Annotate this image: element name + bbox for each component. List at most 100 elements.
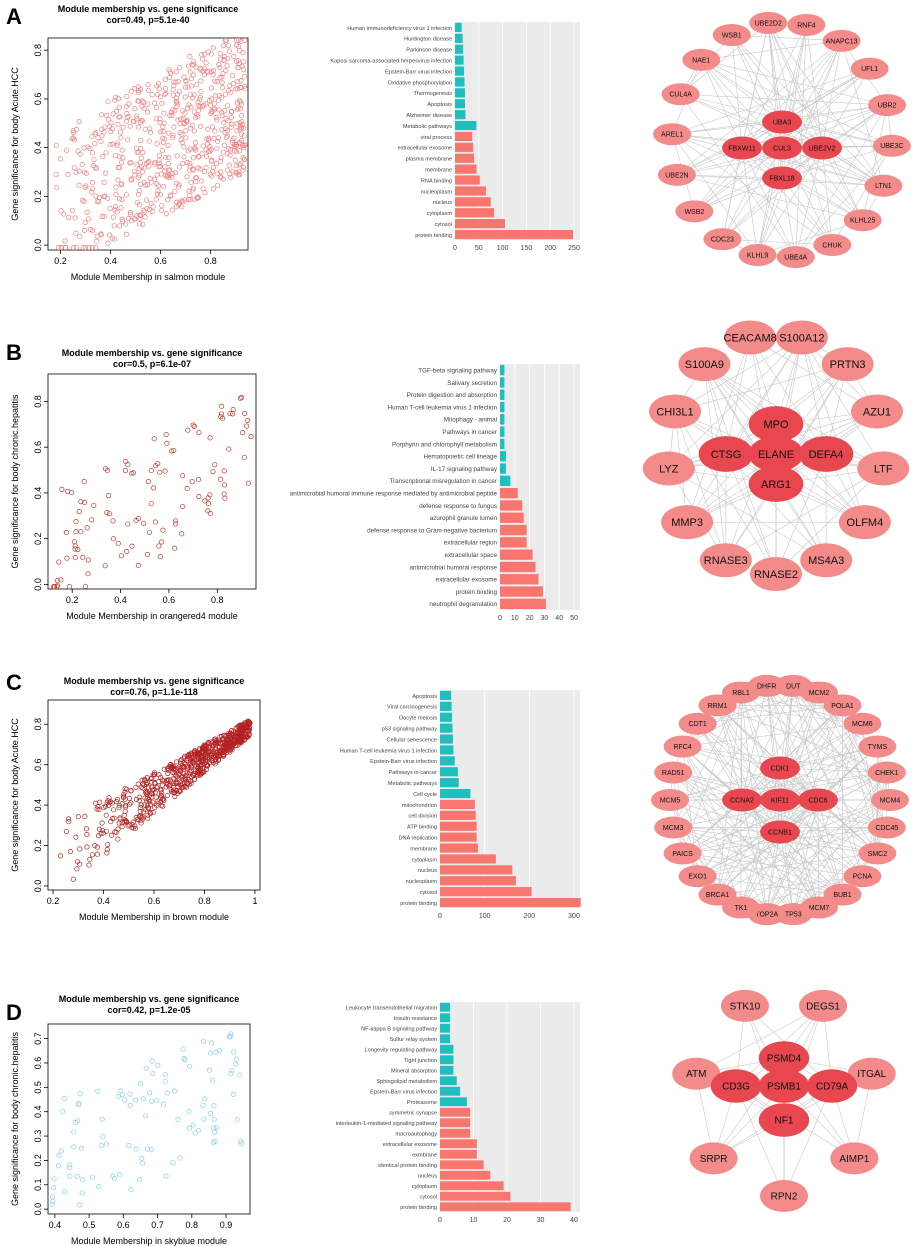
scatter-point bbox=[154, 83, 160, 89]
scatter-point bbox=[223, 68, 229, 74]
scatter-point bbox=[235, 58, 241, 64]
scatter-point bbox=[245, 718, 251, 724]
network-node bbox=[661, 83, 700, 106]
scatter-point bbox=[217, 753, 223, 759]
network-edge bbox=[740, 692, 819, 801]
scatter-point bbox=[75, 148, 81, 154]
scatter-point bbox=[130, 819, 136, 825]
scatter-point bbox=[191, 749, 197, 755]
scatter-point bbox=[233, 1061, 239, 1067]
scatter-point bbox=[233, 86, 239, 92]
scatter-point bbox=[185, 148, 191, 154]
scatter-point bbox=[61, 1096, 67, 1102]
network-node bbox=[774, 903, 813, 926]
scatter-point bbox=[209, 109, 215, 115]
node-label: RAD51 bbox=[662, 770, 685, 777]
scatter-point bbox=[135, 191, 142, 198]
scatter-point bbox=[98, 1142, 104, 1149]
y-tick-label: 0.8 bbox=[33, 44, 43, 57]
scatter-point bbox=[92, 164, 98, 170]
scatter-point bbox=[218, 175, 224, 181]
scatter-point bbox=[183, 764, 189, 770]
scatter-point bbox=[161, 183, 167, 190]
y-tick-label: 0.4 bbox=[33, 487, 43, 500]
y-axis-label: Gene significance for body chronic.hepat… bbox=[10, 1031, 20, 1206]
scatter-point bbox=[205, 148, 212, 155]
scatter-point bbox=[221, 482, 228, 488]
scatter-point bbox=[94, 198, 100, 204]
scatter-point bbox=[77, 846, 83, 852]
scatter-point bbox=[205, 508, 211, 514]
scatter-point bbox=[233, 730, 240, 737]
scatter-point bbox=[78, 1145, 84, 1151]
scatter-point bbox=[188, 767, 194, 773]
node-label: MCM6 bbox=[852, 721, 873, 728]
scatter-point bbox=[169, 112, 175, 119]
scatter-point bbox=[214, 138, 221, 144]
scatter-point bbox=[208, 85, 214, 91]
node-label: CCNB1 bbox=[768, 829, 792, 836]
scatter-point bbox=[135, 124, 141, 130]
network-edge bbox=[740, 692, 891, 801]
scatter-point bbox=[122, 808, 128, 814]
scatter-point bbox=[214, 146, 220, 152]
scatter-point bbox=[170, 1160, 176, 1166]
node-label: POLA1 bbox=[831, 703, 854, 710]
scatter-point bbox=[208, 1040, 214, 1046]
network-edge bbox=[757, 177, 783, 256]
scatter-point bbox=[123, 118, 129, 124]
scatter-point bbox=[54, 584, 60, 590]
scatter-point bbox=[151, 771, 157, 777]
scatter-point bbox=[179, 131, 185, 137]
scatter-point bbox=[105, 117, 111, 123]
scatter-point bbox=[155, 1062, 161, 1068]
network-edge bbox=[766, 723, 863, 915]
category-label: Apoptosis bbox=[412, 694, 437, 700]
scatter-point bbox=[140, 207, 146, 213]
scatter-point bbox=[231, 738, 237, 744]
category-label: Tight junction bbox=[404, 1058, 437, 1064]
scatter-point bbox=[195, 153, 201, 159]
scatter-point bbox=[240, 430, 246, 436]
network-node bbox=[642, 451, 695, 486]
scatter-point bbox=[154, 191, 160, 197]
scatter-point bbox=[117, 154, 123, 160]
network-edge bbox=[717, 705, 863, 725]
scatter-point bbox=[195, 113, 201, 120]
network-edge bbox=[697, 723, 743, 801]
scatter-point bbox=[139, 1155, 145, 1161]
scatter-point bbox=[205, 739, 211, 745]
x-tick-label: 30 bbox=[537, 1217, 545, 1224]
scatter-point bbox=[64, 147, 70, 153]
scatter-point bbox=[220, 71, 226, 77]
category-label: Oocyte meiosis bbox=[399, 716, 437, 722]
plot-frame bbox=[47, 373, 257, 590]
network-node bbox=[813, 233, 852, 256]
scatter-point bbox=[142, 776, 148, 783]
scatter-point bbox=[182, 94, 188, 100]
scatter-point bbox=[174, 204, 180, 210]
scatter-point bbox=[228, 175, 234, 181]
scatter-point bbox=[124, 548, 130, 555]
scatter-point bbox=[194, 751, 200, 757]
network-edge bbox=[741, 705, 843, 801]
scatter-point bbox=[133, 1146, 139, 1152]
scatter-point bbox=[81, 227, 88, 233]
bar bbox=[500, 389, 505, 400]
scatter-point bbox=[127, 209, 133, 216]
node-label: CHUK bbox=[822, 242, 842, 249]
scatter-point bbox=[143, 788, 149, 794]
scatter-point bbox=[150, 1070, 156, 1077]
node-label: ARG1 bbox=[761, 479, 791, 491]
bar bbox=[455, 164, 477, 174]
scatter-point bbox=[188, 83, 195, 89]
network-node bbox=[689, 1142, 738, 1175]
bar bbox=[440, 788, 471, 799]
x-tick-label: 250 bbox=[568, 245, 580, 252]
x-axis-label: Module Membership in brown module bbox=[79, 912, 229, 922]
y-tick-label: 0.4 bbox=[33, 1105, 43, 1118]
scatter-point bbox=[190, 166, 196, 172]
scatter-point bbox=[87, 856, 93, 862]
y-tick-label: 0.8 bbox=[33, 718, 43, 731]
scatter-point bbox=[66, 819, 72, 825]
